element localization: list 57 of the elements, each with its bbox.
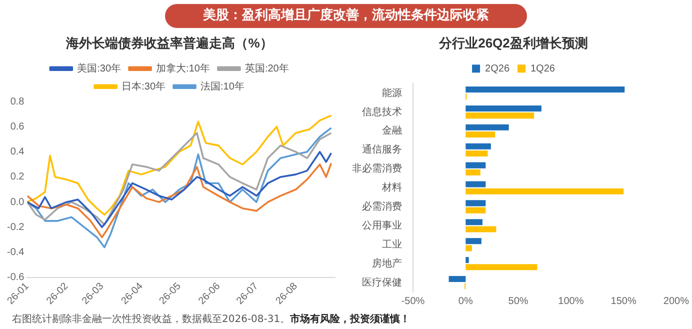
y-tick-label: 0.8	[10, 96, 25, 108]
x-tick-label: 100%	[558, 296, 584, 307]
y-tick-label: 工业	[382, 238, 402, 250]
y-tick-label: 0.2	[10, 172, 25, 183]
y-tick-label: 非必需消费	[352, 162, 402, 175]
y-tick-label: 能源	[382, 86, 402, 99]
text: 美股：盈利高增且广度改善，流动性条件边际收紧	[165, 4, 527, 28]
y-tick-label: -0.6	[6, 272, 25, 284]
y-tick-label: 0.4	[10, 146, 25, 158]
y-tick-label: 医疗保健	[362, 276, 402, 288]
bar	[466, 112, 534, 119]
y-tick-label: -0.4	[6, 247, 25, 258]
x-tick-label: 50%	[508, 296, 528, 307]
bar	[466, 162, 486, 168]
x-tick-label: 0%	[458, 296, 473, 307]
bar	[466, 105, 542, 112]
text: 市场有风险，投资须谨慎！	[290, 314, 410, 325]
bar	[466, 188, 624, 194]
text: 右图统计剔除非金融一次性投资收益，数据截至2026-08-31。	[12, 314, 290, 325]
y-tick-label: -0.2	[6, 222, 25, 233]
y-tick-label: 0.6	[10, 121, 25, 132]
legend-label: 加拿大:10年	[156, 62, 210, 74]
bar	[466, 169, 480, 176]
bar	[466, 200, 486, 206]
bar	[466, 124, 509, 130]
y-tick-label: 信息技术	[362, 106, 402, 118]
y-tick-label: 材料	[381, 182, 402, 194]
legend-label: 1Q26	[530, 63, 556, 74]
y-tick-label: 必需消费	[362, 200, 402, 212]
y-tick-label: 公用事业	[362, 219, 402, 232]
bar	[466, 150, 488, 156]
legend-label: 2Q26	[485, 63, 510, 74]
bar	[466, 257, 469, 264]
bar	[466, 245, 472, 252]
legend-label: 美国:30年	[77, 62, 122, 74]
y-tick-label: 房地产	[372, 257, 402, 270]
bar	[466, 219, 482, 226]
legend-label: 日本:30年	[122, 80, 166, 92]
x-tick-label: 150%	[610, 296, 636, 307]
legend-label: 英国:20年	[244, 62, 289, 74]
bar	[448, 276, 466, 282]
bar	[466, 226, 496, 232]
y-tick-label: 0.0	[10, 196, 25, 208]
bar	[466, 143, 491, 150]
chart-title: 海外长端债券收益率普遍走高（%）	[65, 35, 273, 50]
x-tick-label: -50%	[401, 296, 425, 307]
bar	[466, 207, 486, 214]
bar	[466, 131, 496, 138]
bar	[466, 238, 482, 244]
y-tick-label: 通信服务	[362, 144, 402, 156]
chart-title: 分行业26Q2盈利增长预测	[438, 35, 588, 50]
bar	[466, 264, 538, 270]
y-tick-label: 金融	[382, 124, 402, 137]
bar	[466, 86, 625, 93]
legend-label: 法国:10年	[200, 80, 244, 92]
x-tick-label: 200%	[663, 296, 690, 307]
bar	[466, 181, 486, 188]
